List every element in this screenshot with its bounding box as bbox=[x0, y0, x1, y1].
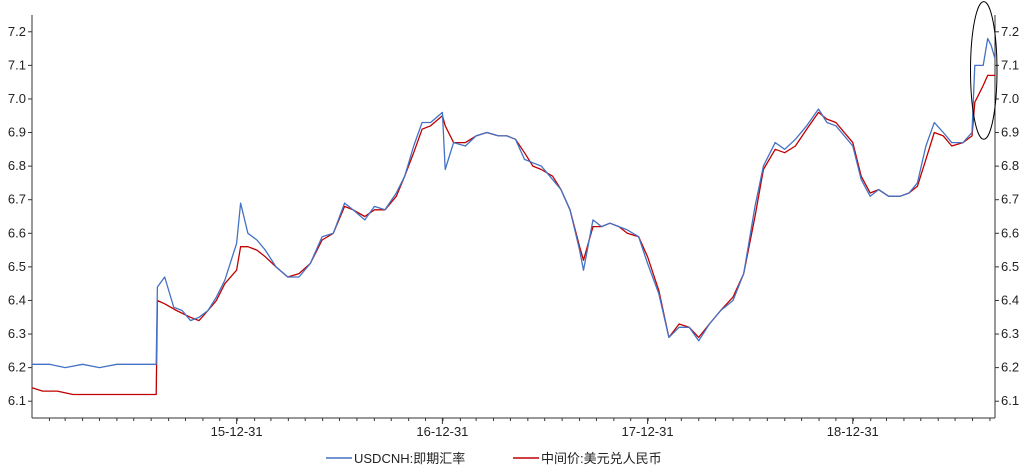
y-tick-label-left: 7.1 bbox=[8, 57, 26, 72]
y-tick-label-left: 6.9 bbox=[8, 125, 26, 140]
y-tick-label-left: 6.1 bbox=[8, 393, 26, 408]
highlight-ellipse bbox=[970, 1, 998, 140]
x-tick-label: 17-12-31 bbox=[622, 424, 674, 439]
series-layer bbox=[31, 37, 996, 396]
y-tick-label-left: 6.4 bbox=[8, 292, 26, 307]
y-tick-label-right: 7.0 bbox=[1001, 91, 1019, 106]
legend-label-0: USDCNH:即期汇率 bbox=[354, 451, 465, 466]
y-tick-label-left: 7.0 bbox=[8, 91, 26, 106]
y-tick-label-left: 6.2 bbox=[8, 360, 26, 375]
y-tick-label-right: 6.7 bbox=[1001, 192, 1019, 207]
y-tick-label-left: 6.5 bbox=[8, 259, 26, 274]
y-tick-label-right: 6.5 bbox=[1001, 259, 1019, 274]
y-tick-label-right: 6.9 bbox=[1001, 125, 1019, 140]
legend: USDCNH:即期汇率 中间价:美元兑人民币 bbox=[326, 451, 662, 466]
y-tick-label-right: 7.2 bbox=[1001, 24, 1019, 39]
x-tick-label: 15-12-31 bbox=[211, 424, 263, 439]
y-tick-label-right: 7.1 bbox=[1001, 57, 1019, 72]
y-tick-label-left: 7.2 bbox=[8, 24, 26, 39]
y-tick-label-right: 6.6 bbox=[1001, 225, 1019, 240]
series-line-0 bbox=[32, 37, 996, 369]
x-tick-label: 16-12-31 bbox=[416, 424, 468, 439]
y-tick-label-right: 6.4 bbox=[1001, 292, 1019, 307]
legend-label-1: 中间价:美元兑人民币 bbox=[541, 451, 662, 466]
annotation-layer bbox=[970, 1, 998, 140]
x-tick-label: 18-12-31 bbox=[827, 424, 879, 439]
y-tick-label-left: 6.8 bbox=[8, 158, 26, 173]
y-tick-label-left: 6.7 bbox=[8, 192, 26, 207]
y-tick-label-left: 6.3 bbox=[8, 326, 26, 341]
y-tick-label-right: 6.8 bbox=[1001, 158, 1019, 173]
series-line-1 bbox=[31, 74, 995, 396]
y-tick-label-left: 6.6 bbox=[8, 225, 26, 240]
y-tick-label-right: 6.2 bbox=[1001, 360, 1019, 375]
y-tick-label-right: 6.3 bbox=[1001, 326, 1019, 341]
axes-layer: 6.1 6.1 6.2 6.2 6.3 6.3 6.4 6.4 6.5 6.5 6.6 6.6 6.7 6… bbox=[8, 15, 1019, 439]
y-tick-label-right: 6.1 bbox=[1001, 393, 1019, 408]
